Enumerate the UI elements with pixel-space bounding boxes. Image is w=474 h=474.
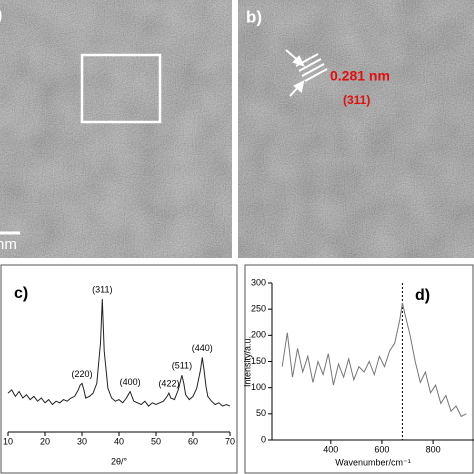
x-tick-label: 800 bbox=[426, 444, 441, 454]
panel-label: c) bbox=[14, 285, 28, 302]
peak-label: (311) bbox=[92, 285, 112, 295]
y-tick-label: 200 bbox=[251, 330, 266, 340]
peak-label: (400) bbox=[120, 377, 141, 387]
y-tick-label: 250 bbox=[251, 304, 266, 314]
peak-label: (440) bbox=[192, 343, 213, 353]
x-axis-label: 2θ/° bbox=[111, 456, 128, 466]
x-tick-label: 60 bbox=[188, 436, 198, 446]
peak-label: (220) bbox=[71, 369, 92, 379]
y-axis-label: Intensity/a.u. bbox=[242, 336, 252, 387]
x-tick-label: 50 bbox=[151, 436, 161, 446]
panel-c-frame bbox=[0, 264, 238, 474]
panel-label: d) bbox=[415, 287, 430, 304]
panel-label: b) bbox=[246, 7, 262, 26]
peak-label: (511) bbox=[172, 361, 192, 371]
panel-label: ) bbox=[0, 7, 2, 24]
data-line bbox=[281, 302, 467, 418]
zoom-box bbox=[80, 53, 162, 124]
x-axis-label: Wavenumber/cm⁻¹ bbox=[335, 457, 410, 467]
x-tick-label: 40 bbox=[114, 436, 124, 446]
y-tick-label: 100 bbox=[251, 382, 266, 392]
panel-b: b) 0.281 nm (311) bbox=[238, 0, 474, 258]
y-tick-label: 50 bbox=[256, 408, 266, 418]
panel-d-frame bbox=[244, 264, 474, 474]
panel-a: nm ) bbox=[0, 0, 232, 258]
y-tick-label: 0 bbox=[261, 434, 266, 444]
tem-noise bbox=[238, 0, 474, 258]
x-tick-label: 70 bbox=[225, 436, 235, 446]
x-tick-label: 10 bbox=[3, 436, 13, 446]
x-tick-label: 600 bbox=[374, 444, 389, 454]
data-line bbox=[7, 299, 231, 407]
scale-label: nm bbox=[0, 236, 17, 253]
x-tick-label: 20 bbox=[40, 436, 50, 446]
x-tick-label: 400 bbox=[323, 444, 338, 454]
plane-label: (311) bbox=[343, 93, 370, 107]
x-tick-label: 30 bbox=[77, 436, 87, 446]
d-spacing: 0.281 nm bbox=[330, 68, 390, 84]
arrows bbox=[285, 49, 305, 97]
y-tick-label: 300 bbox=[251, 277, 266, 287]
y-tick-label: 150 bbox=[251, 356, 266, 366]
peak-label: (422) bbox=[158, 378, 179, 388]
tem-noise bbox=[0, 0, 232, 258]
